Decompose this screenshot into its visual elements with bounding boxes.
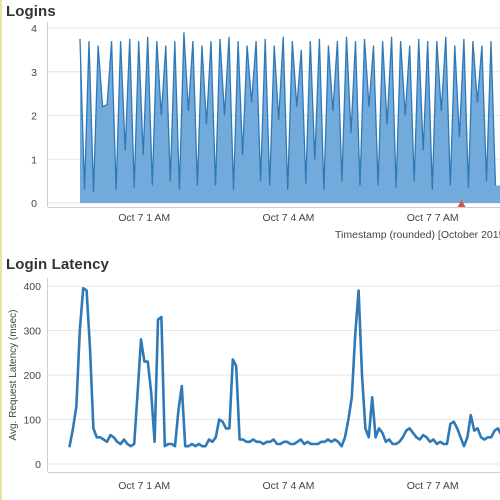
logins-y-tick-label: 3 xyxy=(31,67,37,79)
logins-y-tick-label: 1 xyxy=(31,154,37,166)
logins-y-tick-label: 4 xyxy=(31,23,37,35)
latency-y-tick-label: 0 xyxy=(35,459,41,471)
left-divider xyxy=(0,0,2,500)
latency-x-tick-label: Oct 7 4 AM xyxy=(262,480,314,492)
latency-y-tick-label: 400 xyxy=(23,281,41,293)
logins-annotation-marker xyxy=(457,200,466,207)
logins-x-tick-label: Oct 7 1 AM xyxy=(118,212,170,224)
logins-y-tick-label: 2 xyxy=(31,111,37,123)
latency-y-tick-label: 100 xyxy=(23,415,41,427)
logins-series-line xyxy=(79,32,497,193)
logins-panel-title: Logins xyxy=(6,3,56,20)
login-latency-chart[interactable]: 0 100 200 300 400 Avg. Request Latency (msec)… xyxy=(8,278,500,492)
latency-x-tick-label: Oct 7 7 AM xyxy=(407,480,459,492)
logins-x-axis-title: Timestamp (rounded) [October 2015 xyxy=(335,229,500,241)
latency-x-tick-label: Oct 7 1 AM xyxy=(118,480,170,492)
logins-chart[interactable]: 0 1 2 3 4 Oct 7 1 AM Oct 7 4 AM Oct 7 7 AM Times… xyxy=(31,22,500,241)
login-latency-panel-title: Login Latency xyxy=(6,256,109,273)
latency-y-axis-title: Avg. Request Latency (msec) xyxy=(8,310,19,441)
latency-y-tick-label: 300 xyxy=(23,326,41,338)
logins-x-tick-label: Oct 7 7 AM xyxy=(407,212,459,224)
latency-y-tick-label: 200 xyxy=(23,370,41,382)
logins-x-tick-label: Oct 7 4 AM xyxy=(262,212,314,224)
latency-series-line xyxy=(68,286,500,448)
logins-y-tick-label: 0 xyxy=(31,198,37,210)
